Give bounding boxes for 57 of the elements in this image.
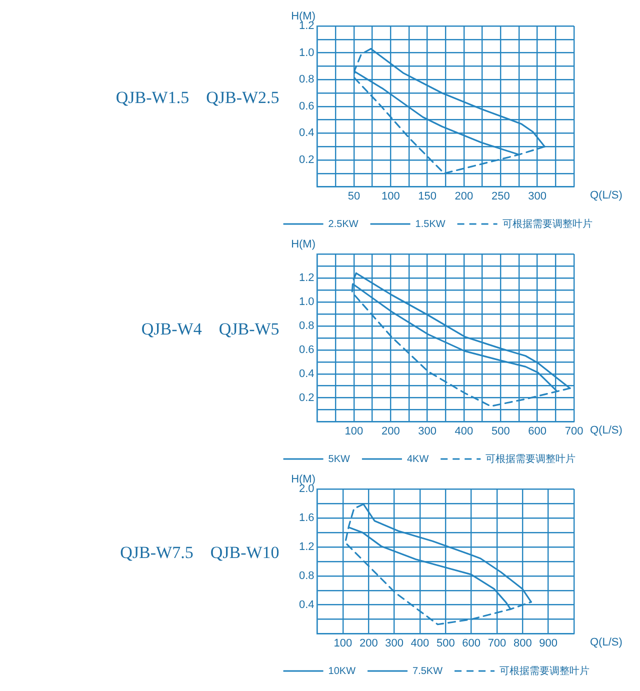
legend-label: 5KW [328, 454, 351, 465]
y-axis-title: H(M) [291, 10, 316, 23]
y-tick-label: 0.6 [298, 100, 314, 112]
legend-label: 2.5KW [328, 218, 359, 230]
x-tick-label: 500 [491, 425, 510, 438]
y-tick-label: 0.8 [298, 74, 314, 86]
y-tick-label: 1.6 [298, 512, 314, 524]
x-tick-label: 600 [528, 425, 547, 438]
x-tick-label: 800 [513, 637, 532, 650]
x-tick-label: 300 [385, 637, 404, 650]
y-axis-title: H(M) [291, 238, 316, 251]
y-tick-label: 1.2 [298, 272, 314, 284]
y-tick-label: 0.2 [298, 154, 314, 166]
y-tick-label: 0.2 [298, 392, 314, 404]
y-axis-title: H(M) [291, 474, 316, 486]
legend-label: 7.5KW [412, 666, 444, 677]
x-tick-label: 300 [418, 425, 436, 438]
x-tick-label: 500 [436, 637, 455, 650]
x-tick-label: 200 [454, 190, 474, 202]
text: QJB-W7.5 QJB-W10 [120, 542, 280, 562]
y-tick-label: 0.8 [298, 570, 314, 582]
y-tick-label: 1.0 [298, 296, 314, 308]
legend-label: 4KW [406, 454, 430, 465]
x-axis-title: Q(L/S) [590, 424, 622, 436]
y-tick-label: 1.2 [298, 540, 314, 553]
legend-label: 10KW [328, 666, 356, 677]
x-tick-label: 300 [528, 190, 547, 202]
y-tick-label: 2.0 [298, 483, 314, 496]
y-tick-label: 1.2 [298, 20, 314, 32]
x-tick-label: 50 [348, 190, 360, 202]
x-tick-label: 100 [381, 190, 400, 202]
x-tick-label: 100 [344, 425, 364, 438]
y-tick-label: 0.8 [298, 320, 314, 332]
text: QJB-W1.5 QJB-W2.5 [116, 88, 280, 107]
y-tick-label: 0.6 [298, 344, 314, 356]
y-tick-label: 0.4 [298, 598, 314, 611]
x-tick-label: 400 [454, 425, 474, 438]
y-tick-label: 0.4 [298, 127, 314, 140]
legend-label: 1.5KW [415, 218, 446, 230]
x-tick-label: 100 [334, 637, 352, 650]
x-tick-label: 200 [359, 637, 378, 650]
x-tick-label: 900 [539, 637, 558, 650]
legend-label: 可根据需要调整叶片 [502, 218, 592, 230]
x-tick-label: 200 [381, 425, 400, 438]
x-tick-label: 700 [488, 637, 506, 650]
legend-label: 可根据需要调整叶片 [500, 664, 590, 677]
x-axis-title: Q(L/S) [590, 189, 622, 202]
legend-label: 可根据需要调整叶片 [486, 452, 576, 465]
x-tick-label: 150 [418, 190, 436, 202]
x-tick-label: 700 [564, 425, 584, 438]
y-tick-label: 1.0 [298, 46, 314, 59]
x-axis-title: Q(L/S) [590, 636, 622, 648]
x-tick-label: 250 [491, 190, 510, 202]
y-tick-label: 0.4 [298, 368, 314, 380]
text: QJB-W4 QJB-W5 [141, 319, 280, 338]
x-tick-label: 400 [410, 637, 430, 650]
x-tick-label: 600 [462, 637, 480, 650]
